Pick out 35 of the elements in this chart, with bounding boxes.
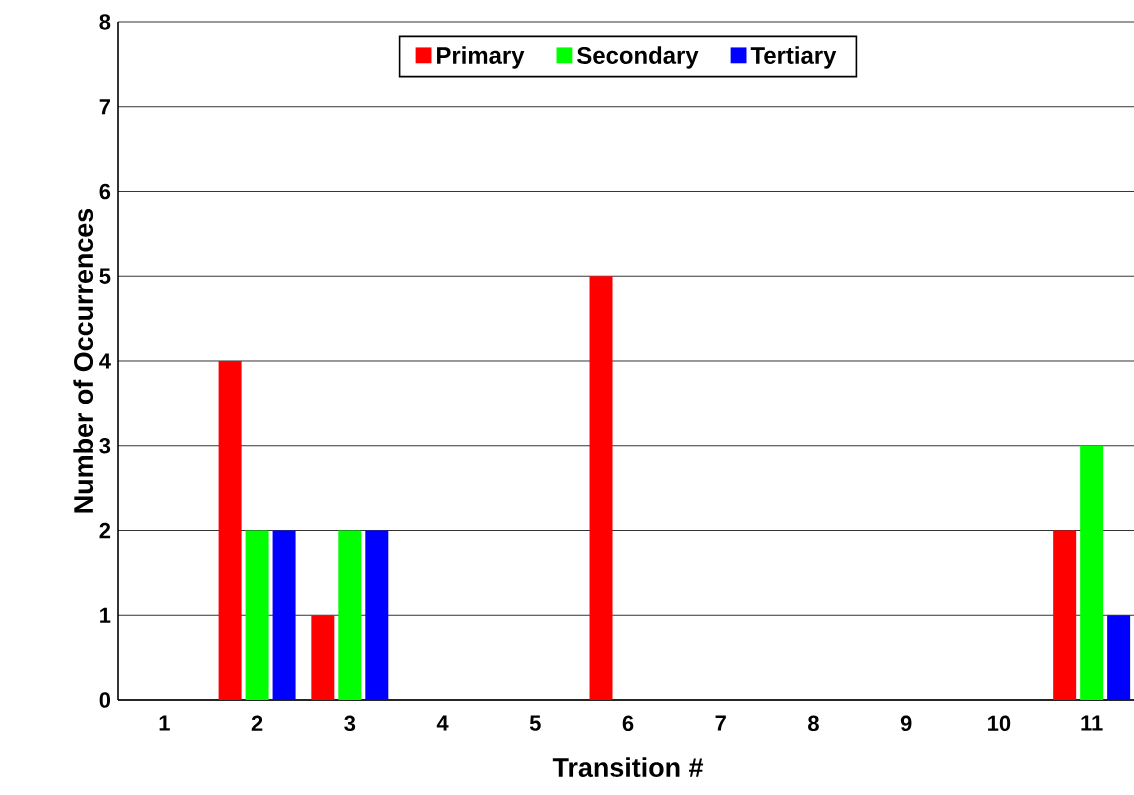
bar — [1080, 445, 1104, 700]
x-tick-label: 9 — [900, 715, 912, 732]
x-tick-label: 2 — [251, 715, 263, 731]
y-tick-label: 8 — [99, 14, 111, 30]
y-tick-label: 7 — [99, 99, 110, 115]
y-tick-label: 5 — [99, 268, 111, 284]
bar — [311, 615, 335, 700]
x-tick-label: 3 — [344, 715, 356, 732]
x-tick-label: 5 — [529, 715, 541, 731]
bar — [272, 530, 296, 700]
bar — [1107, 615, 1131, 700]
x-axis-title: Transition # — [552, 757, 704, 778]
x-tick-label: 7 — [715, 715, 726, 731]
x-tick-label: 8 — [808, 715, 819, 732]
y-tick-label: 0 — [99, 692, 111, 708]
x-tick-label: 6 — [622, 715, 634, 732]
bar — [218, 360, 242, 700]
y-tick-label: 6 — [99, 183, 111, 200]
bar — [589, 276, 613, 700]
y-axis-title: Number of Occurrences — [73, 208, 94, 513]
x-tick-label: 10 — [988, 715, 1011, 732]
legend-label: Primary — [437, 46, 525, 69]
y-tick-label: 2 — [99, 522, 111, 539]
legend-label: Secondary — [577, 46, 699, 69]
y-tick-label: 4 — [99, 353, 111, 369]
y-tick-label: 1 — [100, 607, 111, 623]
x-tick-label: 4 — [436, 715, 449, 731]
bar — [365, 530, 389, 700]
bar — [1053, 530, 1077, 700]
y-tick-label: 3 — [99, 437, 111, 454]
x-tick-label: 11 — [1081, 715, 1103, 731]
legend-label: Tertiary — [750, 46, 837, 69]
bar — [245, 530, 269, 700]
bar — [338, 530, 362, 700]
x-tick-label: 1 — [159, 715, 170, 731]
